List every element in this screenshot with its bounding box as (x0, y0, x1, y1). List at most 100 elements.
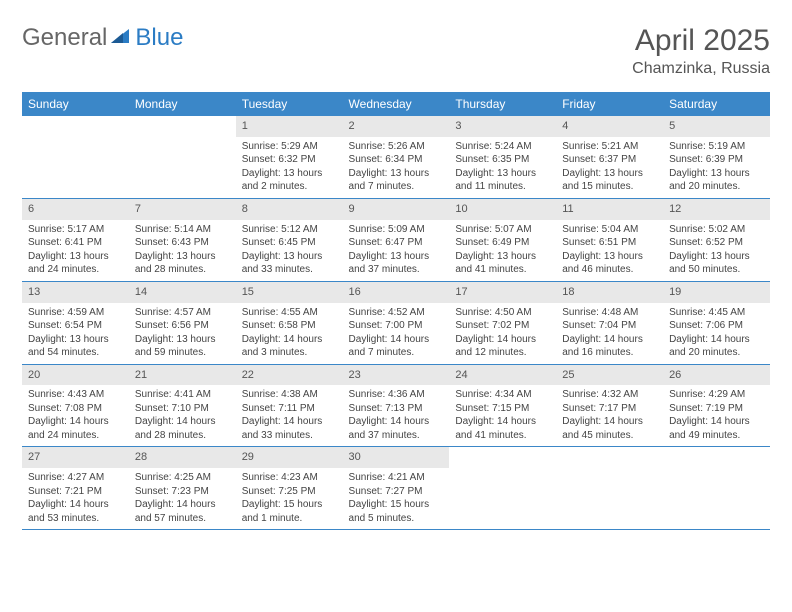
day-number: 14 (129, 282, 236, 303)
cell-body: Sunrise: 5:04 AMSunset: 6:51 PMDaylight:… (556, 220, 663, 281)
cell-body: Sunrise: 4:38 AMSunset: 7:11 PMDaylight:… (236, 385, 343, 446)
sunset-line: Sunset: 7:19 PM (669, 402, 764, 416)
sunrise-line: Sunrise: 4:29 AM (669, 388, 764, 402)
sunset-line: Sunset: 6:37 PM (562, 153, 657, 167)
sunset-line: Sunset: 7:04 PM (562, 319, 657, 333)
day-number: 10 (449, 199, 556, 220)
calendar-cell (663, 447, 770, 530)
daylight-line: Daylight: 14 hours and 12 minutes. (455, 333, 550, 360)
location: Chamzinka, Russia (632, 60, 770, 78)
sunset-line: Sunset: 6:52 PM (669, 236, 764, 250)
cell-body: Sunrise: 4:23 AMSunset: 7:25 PMDaylight:… (236, 468, 343, 529)
cell-body: Sunrise: 5:26 AMSunset: 6:34 PMDaylight:… (343, 137, 450, 198)
calendar-row: 20Sunrise: 4:43 AMSunset: 7:08 PMDayligh… (22, 364, 770, 447)
daylight-line: Daylight: 13 hours and 11 minutes. (455, 167, 550, 194)
sunset-line: Sunset: 6:51 PM (562, 236, 657, 250)
sunrise-line: Sunrise: 4:52 AM (349, 306, 444, 320)
calendar-cell: 6Sunrise: 5:17 AMSunset: 6:41 PMDaylight… (22, 198, 129, 281)
calendar-cell: 16Sunrise: 4:52 AMSunset: 7:00 PMDayligh… (343, 281, 450, 364)
sunset-line: Sunset: 6:41 PM (28, 236, 123, 250)
sunrise-line: Sunrise: 4:23 AM (242, 471, 337, 485)
calendar-cell: 29Sunrise: 4:23 AMSunset: 7:25 PMDayligh… (236, 447, 343, 530)
sunrise-line: Sunrise: 4:50 AM (455, 306, 550, 320)
day-number: 20 (22, 365, 129, 386)
sunrise-line: Sunrise: 4:38 AM (242, 388, 337, 402)
sunrise-line: Sunrise: 5:09 AM (349, 223, 444, 237)
calendar-cell: 13Sunrise: 4:59 AMSunset: 6:54 PMDayligh… (22, 281, 129, 364)
daylight-line: Daylight: 13 hours and 41 minutes. (455, 250, 550, 277)
sunset-line: Sunset: 6:47 PM (349, 236, 444, 250)
daylight-line: Daylight: 14 hours and 45 minutes. (562, 415, 657, 442)
sunset-line: Sunset: 7:11 PM (242, 402, 337, 416)
sunrise-line: Sunrise: 5:02 AM (669, 223, 764, 237)
daylight-line: Daylight: 14 hours and 20 minutes. (669, 333, 764, 360)
calendar-cell: 19Sunrise: 4:45 AMSunset: 7:06 PMDayligh… (663, 281, 770, 364)
day-number: 30 (343, 447, 450, 468)
cell-body: Sunrise: 5:07 AMSunset: 6:49 PMDaylight:… (449, 220, 556, 281)
cell-body: Sunrise: 5:29 AMSunset: 6:32 PMDaylight:… (236, 137, 343, 198)
daylight-line: Daylight: 14 hours and 49 minutes. (669, 415, 764, 442)
cell-body: Sunrise: 4:59 AMSunset: 6:54 PMDaylight:… (22, 303, 129, 364)
daylight-line: Daylight: 13 hours and 7 minutes. (349, 167, 444, 194)
daylight-line: Daylight: 13 hours and 20 minutes. (669, 167, 764, 194)
daylight-line: Daylight: 13 hours and 2 minutes. (242, 167, 337, 194)
sunrise-line: Sunrise: 4:36 AM (349, 388, 444, 402)
day-number: 18 (556, 282, 663, 303)
sunset-line: Sunset: 7:27 PM (349, 485, 444, 499)
day-number: 3 (449, 116, 556, 137)
calendar-cell: 28Sunrise: 4:25 AMSunset: 7:23 PMDayligh… (129, 447, 236, 530)
day-number: 17 (449, 282, 556, 303)
cell-body: Sunrise: 4:52 AMSunset: 7:00 PMDaylight:… (343, 303, 450, 364)
calendar-cell: 22Sunrise: 4:38 AMSunset: 7:11 PMDayligh… (236, 364, 343, 447)
sunrise-line: Sunrise: 4:32 AM (562, 388, 657, 402)
calendar-table: SundayMondayTuesdayWednesdayThursdayFrid… (22, 92, 770, 530)
sunset-line: Sunset: 6:39 PM (669, 153, 764, 167)
sunrise-line: Sunrise: 4:48 AM (562, 306, 657, 320)
calendar-cell: 8Sunrise: 5:12 AMSunset: 6:45 PMDaylight… (236, 198, 343, 281)
day-number: 27 (22, 447, 129, 468)
cell-body: Sunrise: 5:02 AMSunset: 6:52 PMDaylight:… (663, 220, 770, 281)
day-number: 2 (343, 116, 450, 137)
sunset-line: Sunset: 6:49 PM (455, 236, 550, 250)
calendar-cell: 30Sunrise: 4:21 AMSunset: 7:27 PMDayligh… (343, 447, 450, 530)
day-number: 5 (663, 116, 770, 137)
sunrise-line: Sunrise: 4:34 AM (455, 388, 550, 402)
logo: General Blue (22, 24, 183, 52)
sunrise-line: Sunrise: 4:55 AM (242, 306, 337, 320)
logo-part1: General (22, 24, 107, 52)
calendar-row: 6Sunrise: 5:17 AMSunset: 6:41 PMDaylight… (22, 198, 770, 281)
calendar-cell: 2Sunrise: 5:26 AMSunset: 6:34 PMDaylight… (343, 116, 450, 198)
daylight-line: Daylight: 13 hours and 24 minutes. (28, 250, 123, 277)
daylight-line: Daylight: 13 hours and 15 minutes. (562, 167, 657, 194)
logo-triangle-icon (109, 24, 131, 52)
cell-body: Sunrise: 5:19 AMSunset: 6:39 PMDaylight:… (663, 137, 770, 198)
day-number: 28 (129, 447, 236, 468)
calendar-cell: 25Sunrise: 4:32 AMSunset: 7:17 PMDayligh… (556, 364, 663, 447)
daylight-line: Daylight: 14 hours and 57 minutes. (135, 498, 230, 525)
weekday-header: Wednesday (343, 92, 450, 116)
cell-body: Sunrise: 4:50 AMSunset: 7:02 PMDaylight:… (449, 303, 556, 364)
daylight-line: Daylight: 13 hours and 28 minutes. (135, 250, 230, 277)
sunrise-line: Sunrise: 4:43 AM (28, 388, 123, 402)
cell-body: Sunrise: 4:21 AMSunset: 7:27 PMDaylight:… (343, 468, 450, 529)
day-number: 7 (129, 199, 236, 220)
sunrise-line: Sunrise: 5:07 AM (455, 223, 550, 237)
calendar-cell (556, 447, 663, 530)
day-number: 21 (129, 365, 236, 386)
sunrise-line: Sunrise: 4:59 AM (28, 306, 123, 320)
cell-body: Sunrise: 5:21 AMSunset: 6:37 PMDaylight:… (556, 137, 663, 198)
daylight-line: Daylight: 13 hours and 50 minutes. (669, 250, 764, 277)
daylight-line: Daylight: 14 hours and 41 minutes. (455, 415, 550, 442)
day-number: 8 (236, 199, 343, 220)
cell-body: Sunrise: 4:41 AMSunset: 7:10 PMDaylight:… (129, 385, 236, 446)
calendar-row: 1Sunrise: 5:29 AMSunset: 6:32 PMDaylight… (22, 116, 770, 198)
cell-body: Sunrise: 5:12 AMSunset: 6:45 PMDaylight:… (236, 220, 343, 281)
sunset-line: Sunset: 6:34 PM (349, 153, 444, 167)
calendar-cell: 20Sunrise: 4:43 AMSunset: 7:08 PMDayligh… (22, 364, 129, 447)
sunrise-line: Sunrise: 5:21 AM (562, 140, 657, 154)
calendar-cell: 5Sunrise: 5:19 AMSunset: 6:39 PMDaylight… (663, 116, 770, 198)
cell-body: Sunrise: 4:36 AMSunset: 7:13 PMDaylight:… (343, 385, 450, 446)
sunrise-line: Sunrise: 5:24 AM (455, 140, 550, 154)
sunrise-line: Sunrise: 4:27 AM (28, 471, 123, 485)
calendar-cell: 11Sunrise: 5:04 AMSunset: 6:51 PMDayligh… (556, 198, 663, 281)
